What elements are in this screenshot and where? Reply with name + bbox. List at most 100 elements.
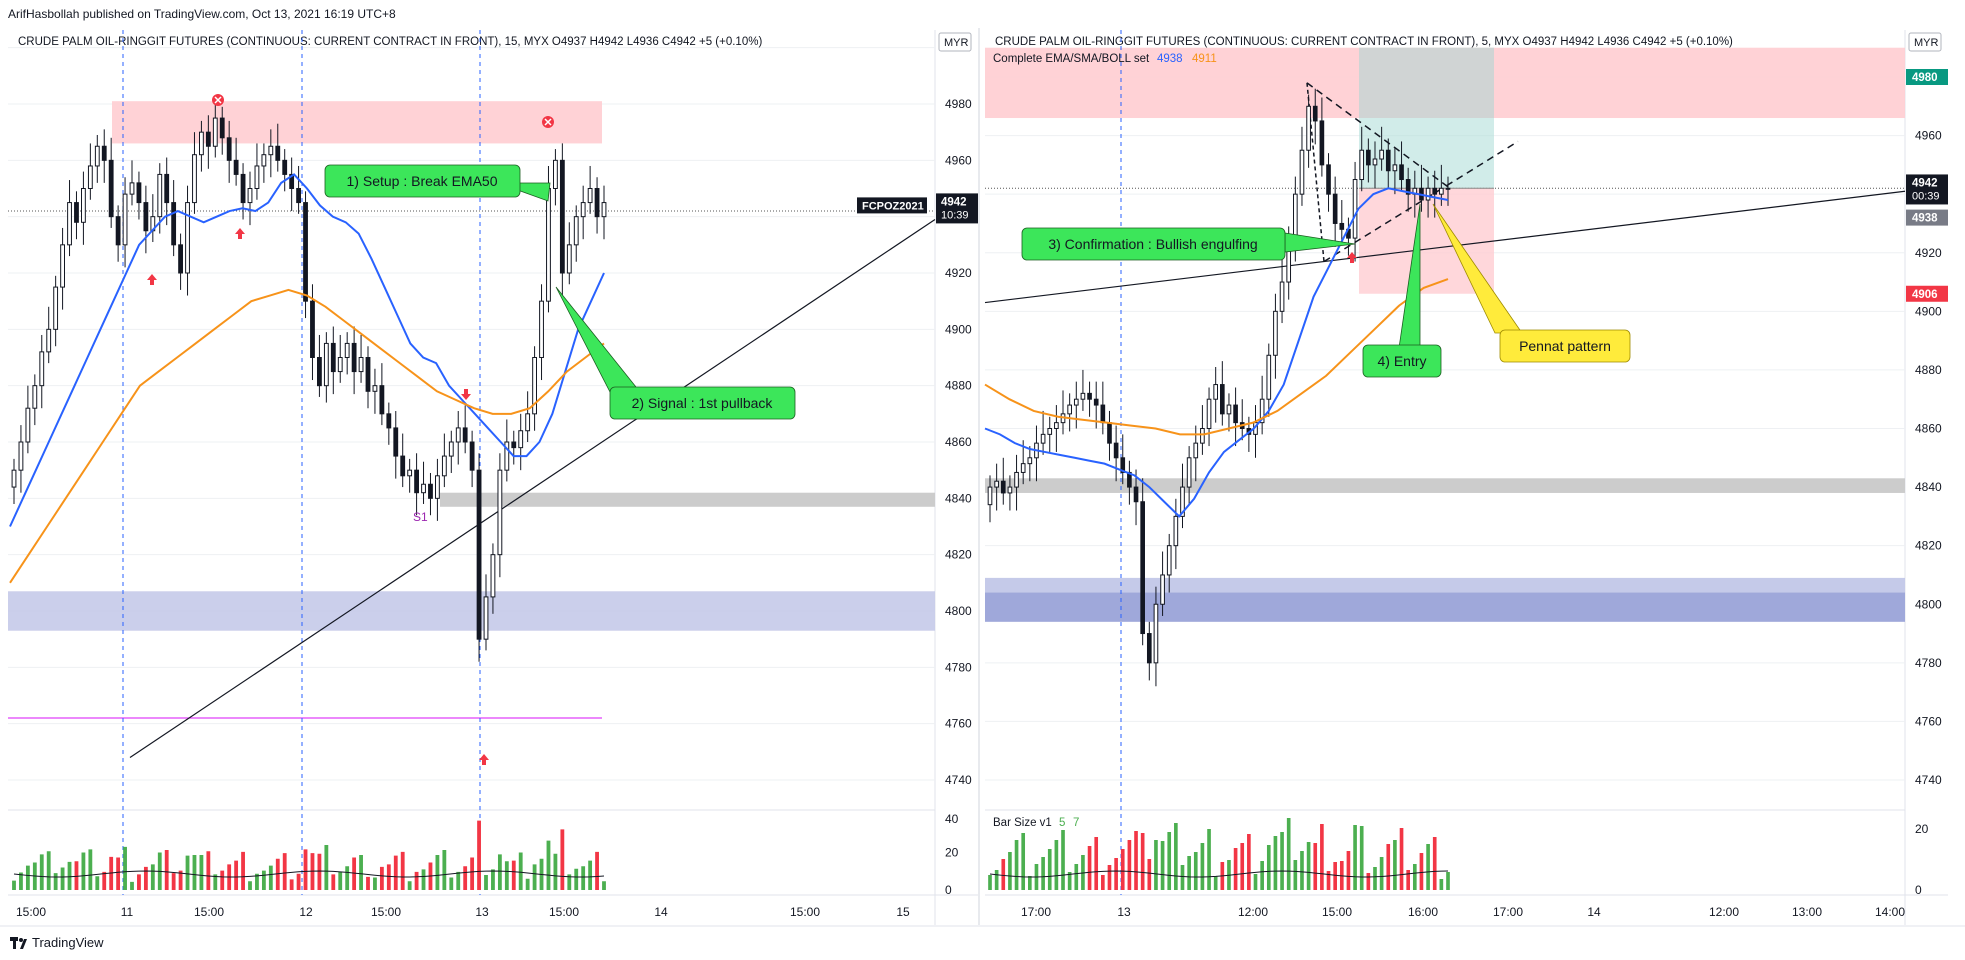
candle[interactable] bbox=[122, 177, 128, 268]
candle[interactable] bbox=[212, 95, 218, 158]
candle[interactable] bbox=[1359, 126, 1365, 192]
candle[interactable] bbox=[39, 334, 45, 409]
candle[interactable] bbox=[1140, 478, 1145, 646]
candle[interactable] bbox=[1153, 586, 1159, 687]
candle[interactable] bbox=[143, 185, 149, 254]
candle[interactable] bbox=[1346, 217, 1351, 256]
candle[interactable] bbox=[1054, 405, 1059, 452]
candle[interactable] bbox=[994, 463, 999, 511]
candle[interactable] bbox=[1379, 126, 1384, 171]
candle[interactable] bbox=[1040, 410, 1046, 455]
candle[interactable] bbox=[594, 177, 600, 234]
candle[interactable] bbox=[448, 430, 454, 473]
candle[interactable] bbox=[1180, 463, 1185, 529]
candle[interactable] bbox=[1445, 176, 1451, 206]
candle[interactable] bbox=[1399, 141, 1404, 192]
candle[interactable] bbox=[476, 453, 482, 662]
candle[interactable] bbox=[573, 205, 579, 262]
candle[interactable] bbox=[1273, 293, 1278, 379]
candle[interactable] bbox=[1385, 138, 1391, 189]
candle[interactable] bbox=[1027, 446, 1033, 482]
candle[interactable] bbox=[379, 363, 385, 426]
candle[interactable] bbox=[1326, 153, 1331, 212]
candle[interactable] bbox=[428, 472, 433, 516]
candle[interactable] bbox=[240, 163, 246, 220]
candle[interactable] bbox=[386, 402, 392, 445]
candle[interactable] bbox=[1107, 410, 1112, 461]
candle[interactable] bbox=[1219, 361, 1225, 426]
candle[interactable] bbox=[1392, 147, 1398, 195]
candle[interactable] bbox=[1312, 88, 1318, 145]
candle[interactable] bbox=[511, 430, 517, 465]
candle[interactable] bbox=[46, 306, 52, 364]
candle[interactable] bbox=[435, 458, 440, 521]
candle[interactable] bbox=[32, 374, 38, 426]
candle[interactable] bbox=[1186, 446, 1192, 505]
candle[interactable] bbox=[136, 171, 142, 220]
candle[interactable] bbox=[303, 191, 308, 319]
candle[interactable] bbox=[115, 205, 121, 262]
candle[interactable] bbox=[365, 346, 371, 409]
candle[interactable] bbox=[1127, 460, 1132, 505]
candle[interactable] bbox=[1299, 126, 1305, 206]
candle[interactable] bbox=[1213, 366, 1219, 423]
candle[interactable] bbox=[441, 433, 447, 488]
candle[interactable] bbox=[67, 180, 72, 257]
currency-box[interactable] bbox=[1908, 32, 1942, 52]
candle[interactable] bbox=[1120, 434, 1126, 485]
candle[interactable] bbox=[580, 185, 586, 240]
candle[interactable] bbox=[282, 149, 288, 192]
candle[interactable] bbox=[205, 115, 211, 169]
candle[interactable] bbox=[1339, 200, 1345, 242]
candle[interactable] bbox=[199, 120, 204, 172]
candle[interactable] bbox=[261, 143, 267, 183]
candle[interactable] bbox=[150, 194, 156, 243]
candle[interactable] bbox=[254, 143, 260, 200]
candle[interactable] bbox=[53, 275, 59, 347]
candle[interactable] bbox=[129, 160, 135, 206]
candle[interactable] bbox=[1259, 375, 1265, 435]
candle[interactable] bbox=[81, 171, 86, 245]
candle[interactable] bbox=[1014, 454, 1019, 511]
candle[interactable] bbox=[525, 391, 531, 442]
candle[interactable] bbox=[11, 458, 17, 504]
candle[interactable] bbox=[421, 461, 426, 504]
candle[interactable] bbox=[566, 222, 572, 285]
candle[interactable] bbox=[296, 165, 301, 214]
candle[interactable] bbox=[1266, 343, 1272, 417]
candle[interactable] bbox=[164, 157, 170, 226]
candle[interactable] bbox=[1067, 393, 1072, 432]
candle[interactable] bbox=[539, 284, 544, 381]
chart-panel-2[interactable]: 4740 4760 4780 4800 4820 4840 4860 4880 4900 4920… bbox=[984, 30, 1948, 925]
candle[interactable] bbox=[323, 332, 329, 403]
annotation-setup[interactable]: 1) Setup : Break EMA50 bbox=[324, 164, 551, 202]
candle[interactable] bbox=[25, 385, 31, 454]
candle[interactable] bbox=[1133, 469, 1139, 526]
candle[interactable] bbox=[1253, 405, 1258, 458]
candle[interactable] bbox=[407, 458, 413, 493]
candle[interactable] bbox=[74, 191, 79, 240]
annotation-confirmation[interactable]: 3) Confirmation : Bullish engulfing bbox=[1021, 227, 1356, 261]
candle[interactable] bbox=[247, 171, 253, 226]
candle[interactable] bbox=[1060, 390, 1066, 435]
candle[interactable] bbox=[1200, 405, 1205, 455]
candle[interactable] bbox=[393, 411, 399, 479]
candle[interactable] bbox=[1073, 381, 1079, 429]
candle[interactable] bbox=[101, 129, 107, 183]
candle[interactable] bbox=[1405, 167, 1411, 212]
candle[interactable] bbox=[455, 411, 461, 465]
candle[interactable] bbox=[171, 180, 177, 257]
candle[interactable] bbox=[226, 120, 232, 183]
annotation-entry[interactable]: 4) Entry bbox=[1362, 203, 1442, 378]
candle[interactable] bbox=[532, 346, 537, 431]
candle[interactable] bbox=[601, 185, 607, 240]
candle[interactable] bbox=[469, 430, 475, 488]
candle[interactable] bbox=[1007, 475, 1013, 511]
candle[interactable] bbox=[1000, 457, 1006, 505]
candle[interactable] bbox=[1306, 94, 1311, 168]
candle[interactable] bbox=[1100, 381, 1106, 435]
candle[interactable] bbox=[518, 413, 524, 471]
candle[interactable] bbox=[372, 368, 378, 414]
annotation-signal[interactable]: 2) Signal : 1st pullback bbox=[555, 286, 796, 420]
